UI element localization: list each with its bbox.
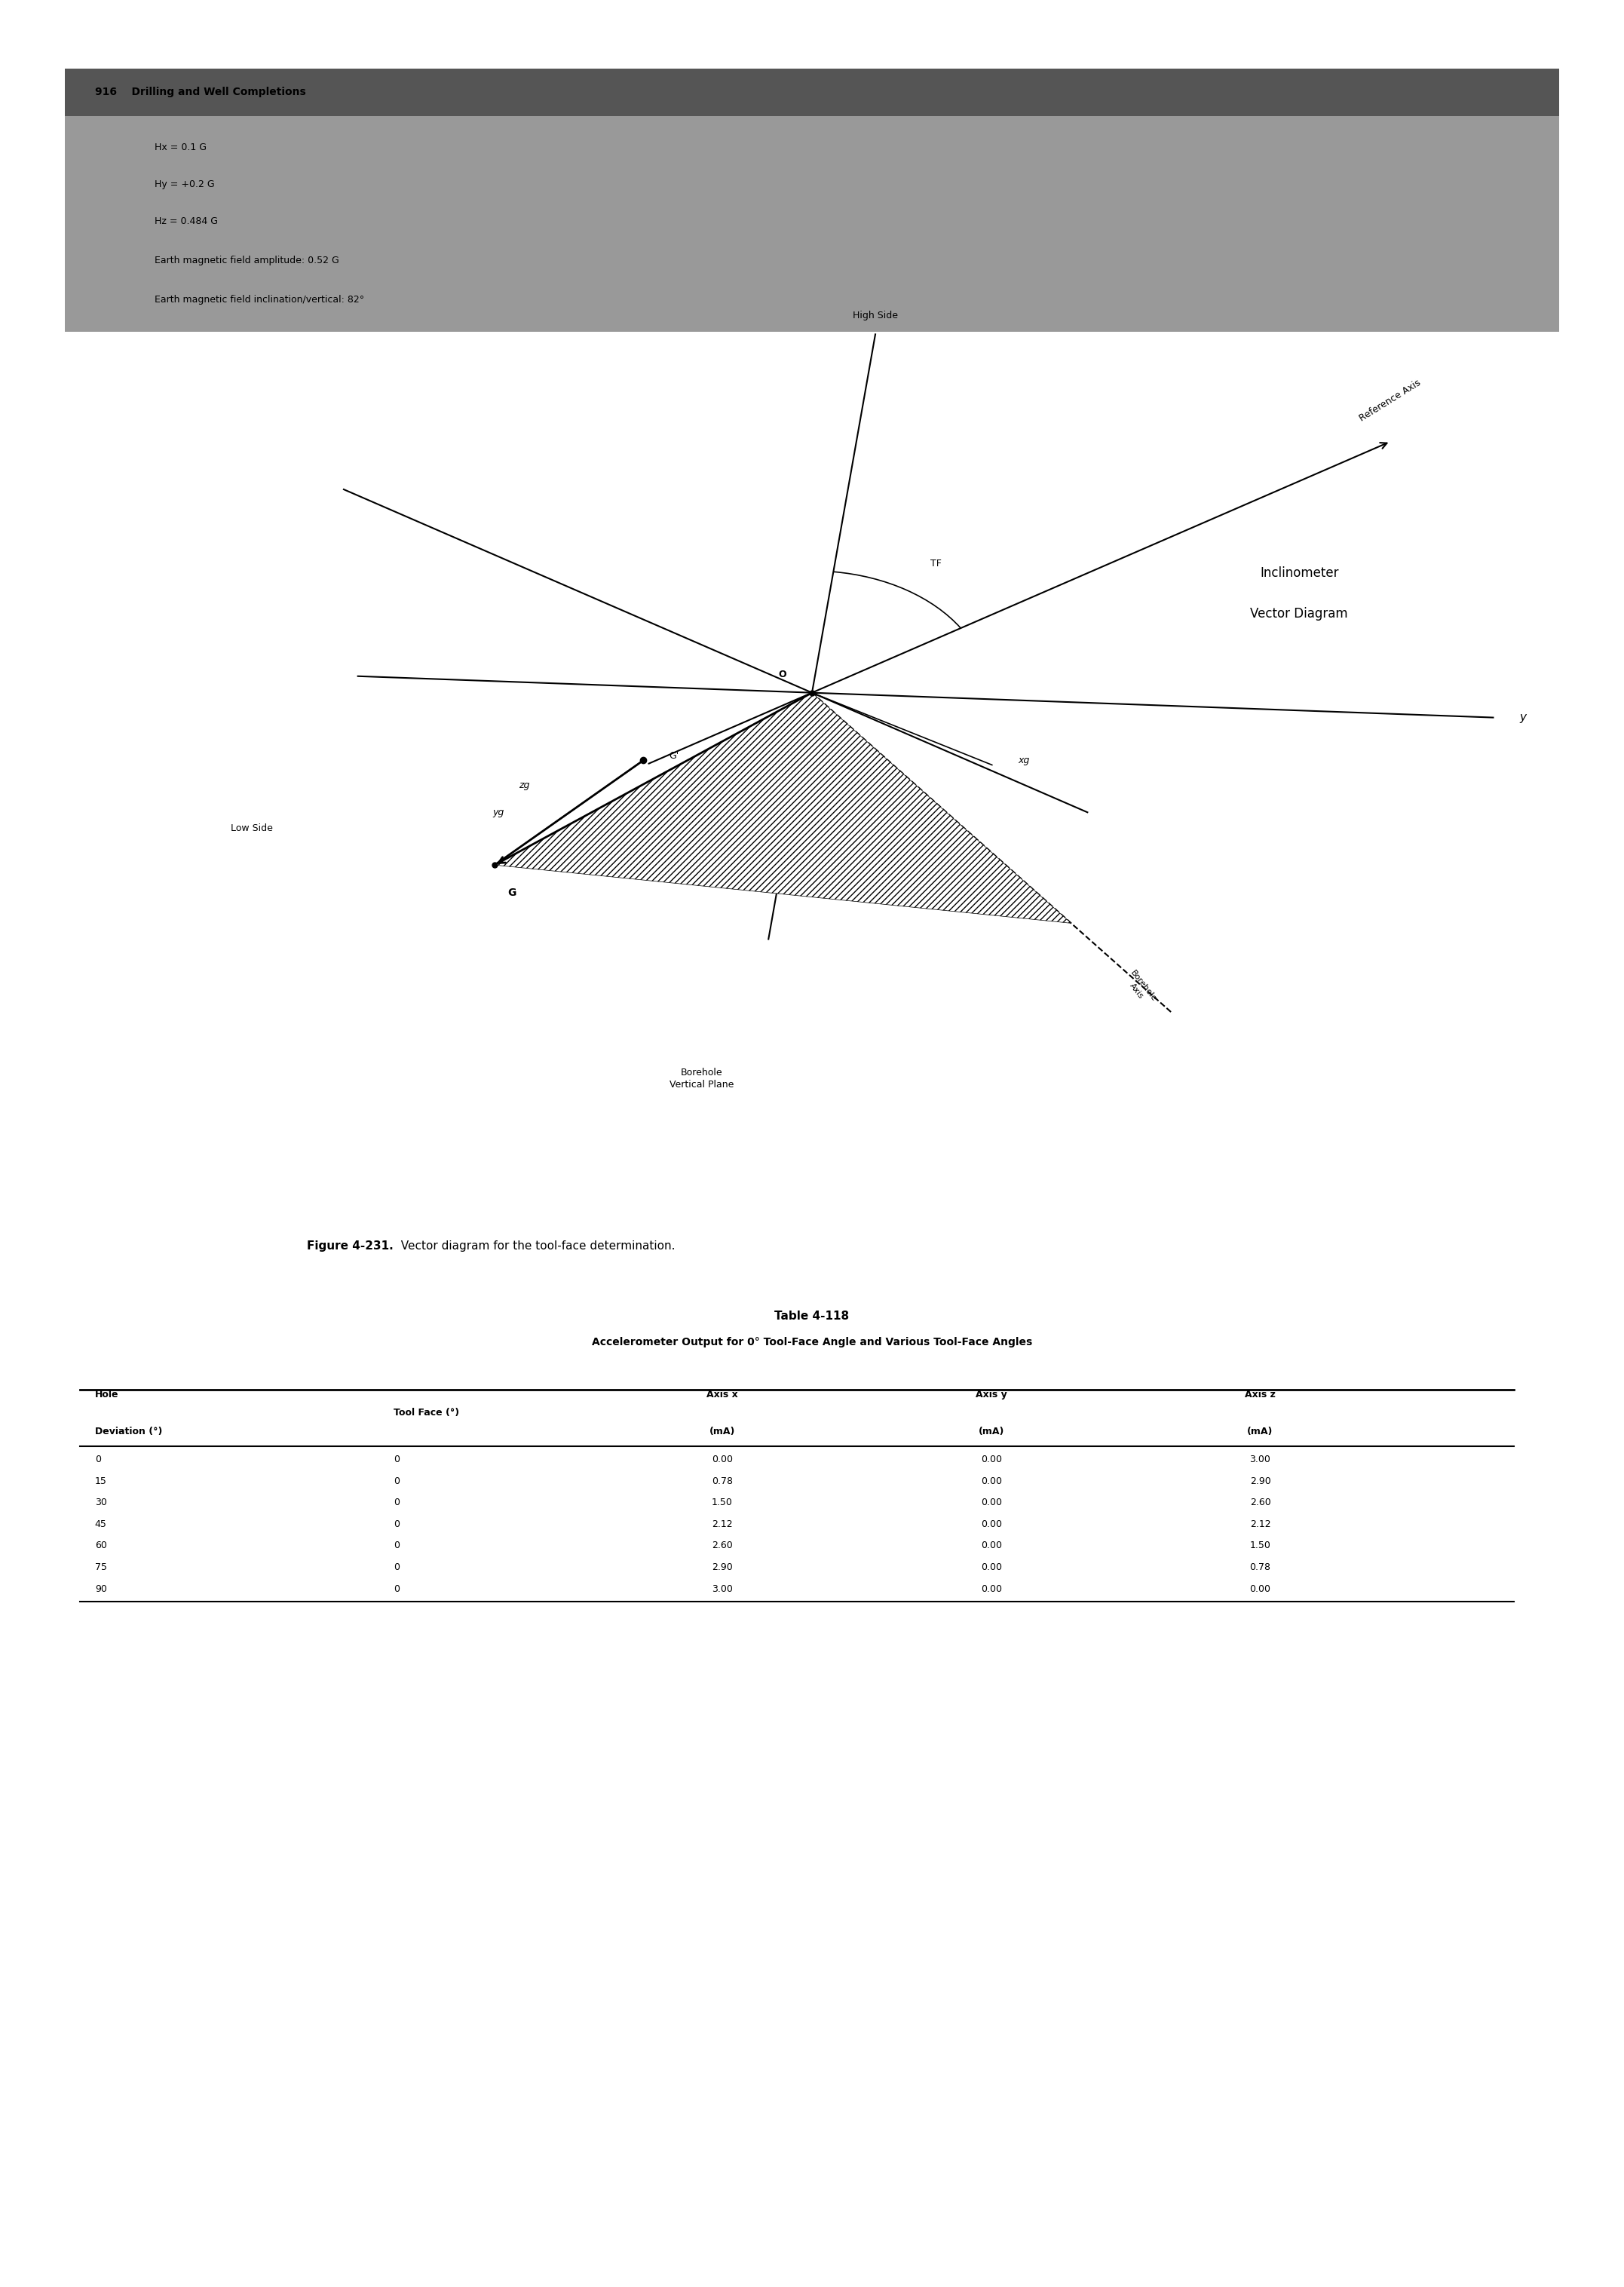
Text: 45: 45 [94,1519,107,1530]
Text: Vector diagram for the tool-face determination.: Vector diagram for the tool-face determi… [393,1242,676,1251]
Text: 0: 0 [393,1455,400,1464]
Text: G': G' [669,750,679,762]
Text: 0.00: 0.00 [981,1541,1002,1551]
Text: 0.78: 0.78 [1250,1562,1270,1571]
Text: 2.12: 2.12 [711,1519,732,1530]
Text: 75: 75 [94,1562,107,1571]
Text: Hx = 0.1 G: Hx = 0.1 G [154,142,206,153]
Text: 2.60: 2.60 [1250,1498,1270,1507]
Text: 2.90: 2.90 [1250,1475,1270,1487]
Text: xg: xg [1018,755,1030,766]
Text: Vector Diagram: Vector Diagram [1250,606,1348,620]
Text: 0.78: 0.78 [711,1475,732,1487]
Text: 2.12: 2.12 [1250,1519,1270,1530]
Text: Borehole
Axis: Borehole Axis [1122,970,1158,1009]
Text: Low Side: Low Side [231,823,273,832]
Text: 2.90: 2.90 [711,1562,732,1571]
Text: 0: 0 [393,1541,400,1551]
Text: 0: 0 [393,1498,400,1507]
Text: 3.00: 3.00 [1250,1455,1270,1464]
Text: Reference Axis: Reference Axis [1358,377,1423,423]
Text: 0: 0 [393,1475,400,1487]
Text: 90: 90 [94,1585,107,1594]
Text: O: O [778,670,786,679]
Text: Axis z: Axis z [1246,1390,1275,1400]
Text: Accelerometer Output for 0° Tool-Face Angle and Various Tool-Face Angles: Accelerometer Output for 0° Tool-Face An… [591,1336,1033,1347]
Text: y: y [1518,711,1527,723]
Text: Earth magnetic field inclination/vertical: 82°: Earth magnetic field inclination/vertica… [154,295,364,304]
Text: 3.00: 3.00 [711,1585,732,1594]
Text: Axis y: Axis y [976,1390,1007,1400]
Text: 2.60: 2.60 [711,1541,732,1551]
Text: 0: 0 [393,1562,400,1571]
Text: 0.00: 0.00 [981,1519,1002,1530]
Text: 0.00: 0.00 [981,1562,1002,1571]
Text: Figure 4-231.: Figure 4-231. [307,1242,393,1251]
Text: 0.00: 0.00 [981,1475,1002,1487]
Text: (mA): (mA) [710,1427,736,1436]
Text: Hole: Hole [94,1390,119,1400]
Text: 0.00: 0.00 [1250,1585,1270,1594]
Text: (mA): (mA) [978,1427,1004,1436]
Text: Earth magnetic field amplitude: 0.52 G: Earth magnetic field amplitude: 0.52 G [154,256,339,265]
Text: G: G [508,887,516,899]
Bar [65,69,1559,117]
Text: 0: 0 [393,1585,400,1594]
Text: Table 4-118: Table 4-118 [775,1310,849,1322]
Text: 0.00: 0.00 [981,1455,1002,1464]
Text: Tool Face (°): Tool Face (°) [393,1409,460,1418]
Text: 15: 15 [94,1475,107,1487]
Text: Inclinometer: Inclinometer [1260,567,1338,581]
Text: 916    Drilling and Well Completions: 916 Drilling and Well Completions [94,87,305,98]
Text: yg: yg [492,807,503,819]
Text: High Side: High Side [853,311,898,320]
Text: Deviation (°): Deviation (°) [94,1427,162,1436]
Text: 0.00: 0.00 [711,1455,732,1464]
Text: (mA): (mA) [1247,1427,1273,1436]
Text: Axis x: Axis x [706,1390,737,1400]
Polygon shape [495,693,1072,924]
Text: zg: zg [520,780,529,789]
Text: TF: TF [931,558,942,567]
Text: 0.00: 0.00 [981,1585,1002,1594]
Text: 0: 0 [94,1455,101,1464]
Text: Borehole
Vertical Plane: Borehole Vertical Plane [669,1068,734,1089]
Text: Hz = 0.484 G: Hz = 0.484 G [154,217,218,226]
Text: 30: 30 [94,1498,107,1507]
Text: 0: 0 [393,1519,400,1530]
Text: 1.50: 1.50 [711,1498,732,1507]
Text: 60: 60 [94,1541,107,1551]
Text: 0.00: 0.00 [981,1498,1002,1507]
Text: Hy = +0.2 G: Hy = +0.2 G [154,178,214,190]
Text: 1.50: 1.50 [1250,1541,1270,1551]
